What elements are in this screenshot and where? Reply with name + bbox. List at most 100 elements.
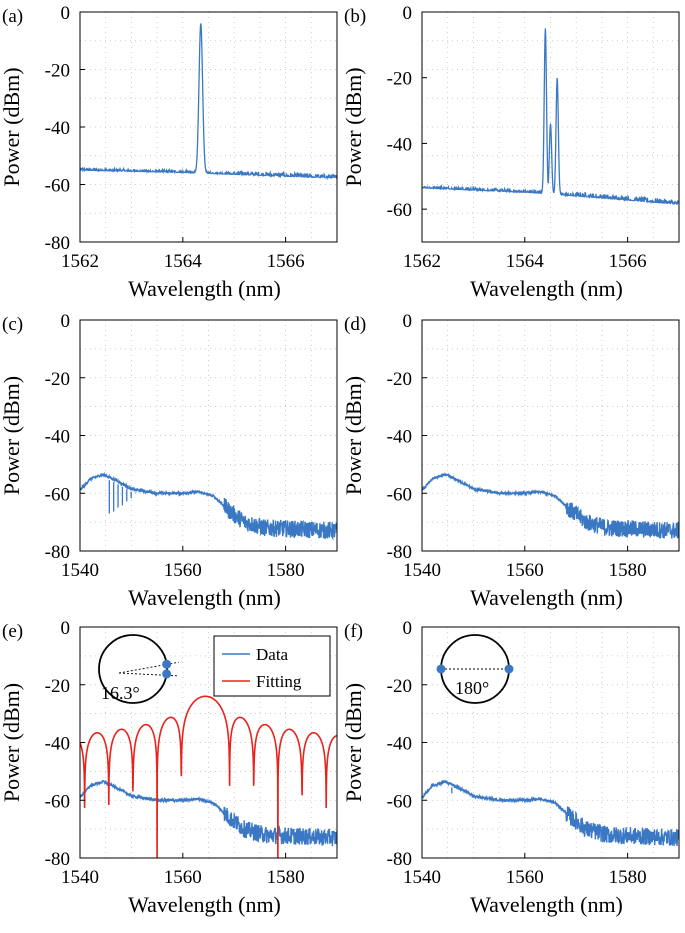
y-tick-label: -20: [387, 676, 412, 697]
legend-label-data: Data: [256, 645, 289, 664]
x-tick-label: 1566: [609, 251, 647, 272]
y-tick-label: -80: [387, 542, 412, 563]
plot-area: [80, 471, 337, 540]
y-tick-label: -60: [45, 176, 70, 197]
series-data-baseline: [422, 779, 679, 847]
x-axis-label: Wavelength (nm): [128, 892, 281, 917]
panel-b: 1562 1564 1566 0 -20 -40 -60 Wavelength (nm) Pow…: [341, 3, 680, 301]
y-tick-label: 0: [61, 3, 71, 24]
tick-labels: 1540 1560 1580 0 -20 -40 -60 -80: [387, 311, 647, 581]
plot-area: [80, 23, 337, 181]
y-tick-label: 0: [403, 311, 413, 332]
series-data-comb: [108, 480, 137, 514]
y-tick-label: -80: [45, 233, 70, 254]
legend-label-fitting: Fitting: [256, 672, 302, 691]
y-axis-label: Power (dBm): [0, 683, 24, 802]
y-tick-label: -60: [387, 200, 412, 221]
y-axis-label: Power (dBm): [341, 67, 366, 186]
x-axis-label: Wavelength (nm): [128, 276, 281, 301]
phase-inset: 16.3°: [98, 634, 179, 704]
y-tick-label: -60: [45, 791, 70, 812]
plot-area: [80, 695, 337, 858]
panel-label: (f): [344, 621, 363, 642]
y-axis-label: Power (dBm): [341, 376, 366, 495]
y-axis-label: Power (dBm): [341, 683, 366, 802]
x-tick-label: 1562: [403, 251, 441, 272]
phase-dot: [436, 664, 446, 674]
panel-label: (e): [2, 621, 23, 642]
x-tick-label: 1580: [267, 560, 305, 581]
y-tick-label: -20: [387, 69, 412, 90]
y-tick-label: -40: [387, 427, 412, 448]
y-tick-label: 0: [403, 618, 413, 639]
x-axis-label: Wavelength (nm): [470, 276, 623, 301]
y-tick-label: 0: [61, 618, 71, 639]
x-tick-label: 1562: [61, 251, 99, 272]
panel-label: (a): [2, 6, 23, 27]
panel-label: (b): [344, 6, 366, 27]
y-tick-label: -80: [387, 849, 412, 870]
y-axis-label: Power (dBm): [0, 376, 24, 495]
panel-d: 1540 1560 1580 0 -20 -40 -60 -80 Wavelength (nm)…: [341, 311, 680, 610]
y-tick-label: -80: [45, 849, 70, 870]
x-tick-label: 1540: [403, 867, 441, 888]
tick-labels: 1540 1560 1580 0 -20 -40 -60 -80: [45, 618, 305, 888]
phase-dot: [504, 664, 514, 674]
tick-labels: 1540 1560 1580 0 -20 -40 -60 -80: [45, 311, 305, 581]
phase-inset: 180°: [436, 634, 514, 704]
grid: [422, 627, 679, 858]
y-tick-label: -20: [387, 369, 412, 390]
panel-label: (d): [344, 314, 366, 335]
x-tick-label: 1560: [506, 560, 544, 581]
y-tick-label: -20: [45, 676, 70, 697]
panel-a: 1562 1564 1566 0 -20 -40 -60 -80 Wavelength (nm)…: [0, 3, 338, 301]
tick-labels: 1562 1564 1566 0 -20 -40 -60: [387, 3, 647, 272]
x-axis-label: Wavelength (nm): [128, 585, 281, 610]
axes-frame: [421, 11, 680, 243]
series-data-baseline: [80, 471, 337, 540]
panel-e: 1540 1560 1580 0 -20 -40 -60 -80 Wavelength (nm)…: [0, 618, 338, 917]
y-tick-label: -40: [387, 134, 412, 155]
phase-circle: [98, 634, 168, 704]
grid: [80, 12, 337, 242]
panel-label: (c): [2, 314, 23, 335]
x-tick-label: 1540: [61, 560, 99, 581]
phase-dot: [162, 669, 172, 679]
x-tick-label: 1540: [61, 867, 99, 888]
phase-angle-label: 180°: [455, 678, 489, 698]
series-data-comb: [452, 480, 670, 533]
tick-labels: 1562 1564 1566 0 -20 -40 -60 -80: [45, 3, 305, 272]
y-tick-label: 0: [403, 3, 413, 24]
x-tick-label: 1564: [506, 251, 545, 272]
x-tick-label: 1540: [403, 560, 441, 581]
y-tick-label: 0: [61, 311, 71, 332]
y-tick-label: -40: [45, 118, 70, 139]
y-tick-label: -40: [45, 734, 70, 755]
y-tick-label: -20: [45, 369, 70, 390]
x-tick-label: 1580: [267, 867, 305, 888]
y-axis-label: Power (dBm): [0, 67, 24, 186]
y-tick-label: -60: [387, 791, 412, 812]
series-data-line: [422, 28, 679, 205]
y-tick-label: -60: [45, 484, 70, 505]
panel-f: 1540 1560 1580 0 -20 -40 -60 -80 Wavelength (nm)…: [341, 618, 680, 917]
plot-area: [422, 471, 679, 539]
plot-area: [422, 779, 679, 847]
grid: [422, 320, 679, 551]
x-tick-label: 1580: [609, 560, 647, 581]
x-tick-label: 1560: [164, 867, 202, 888]
x-axis-label: Wavelength (nm): [470, 892, 623, 917]
y-tick-label: -60: [387, 484, 412, 505]
phase-angle-label: 16.3°: [101, 683, 140, 703]
grid: [80, 320, 337, 551]
legend: Data Fitting: [213, 635, 331, 697]
tick-labels: 1540 1560 1580 0 -20 -40 -60 -80: [387, 618, 647, 888]
legend-box: [213, 635, 331, 697]
y-tick-label: -40: [387, 734, 412, 755]
series-data-baseline: [422, 471, 679, 539]
x-tick-label: 1564: [164, 251, 203, 272]
series-data-baseline: [80, 779, 337, 847]
x-axis-label: Wavelength (nm): [470, 585, 623, 610]
series-fitting-line: [80, 695, 337, 858]
